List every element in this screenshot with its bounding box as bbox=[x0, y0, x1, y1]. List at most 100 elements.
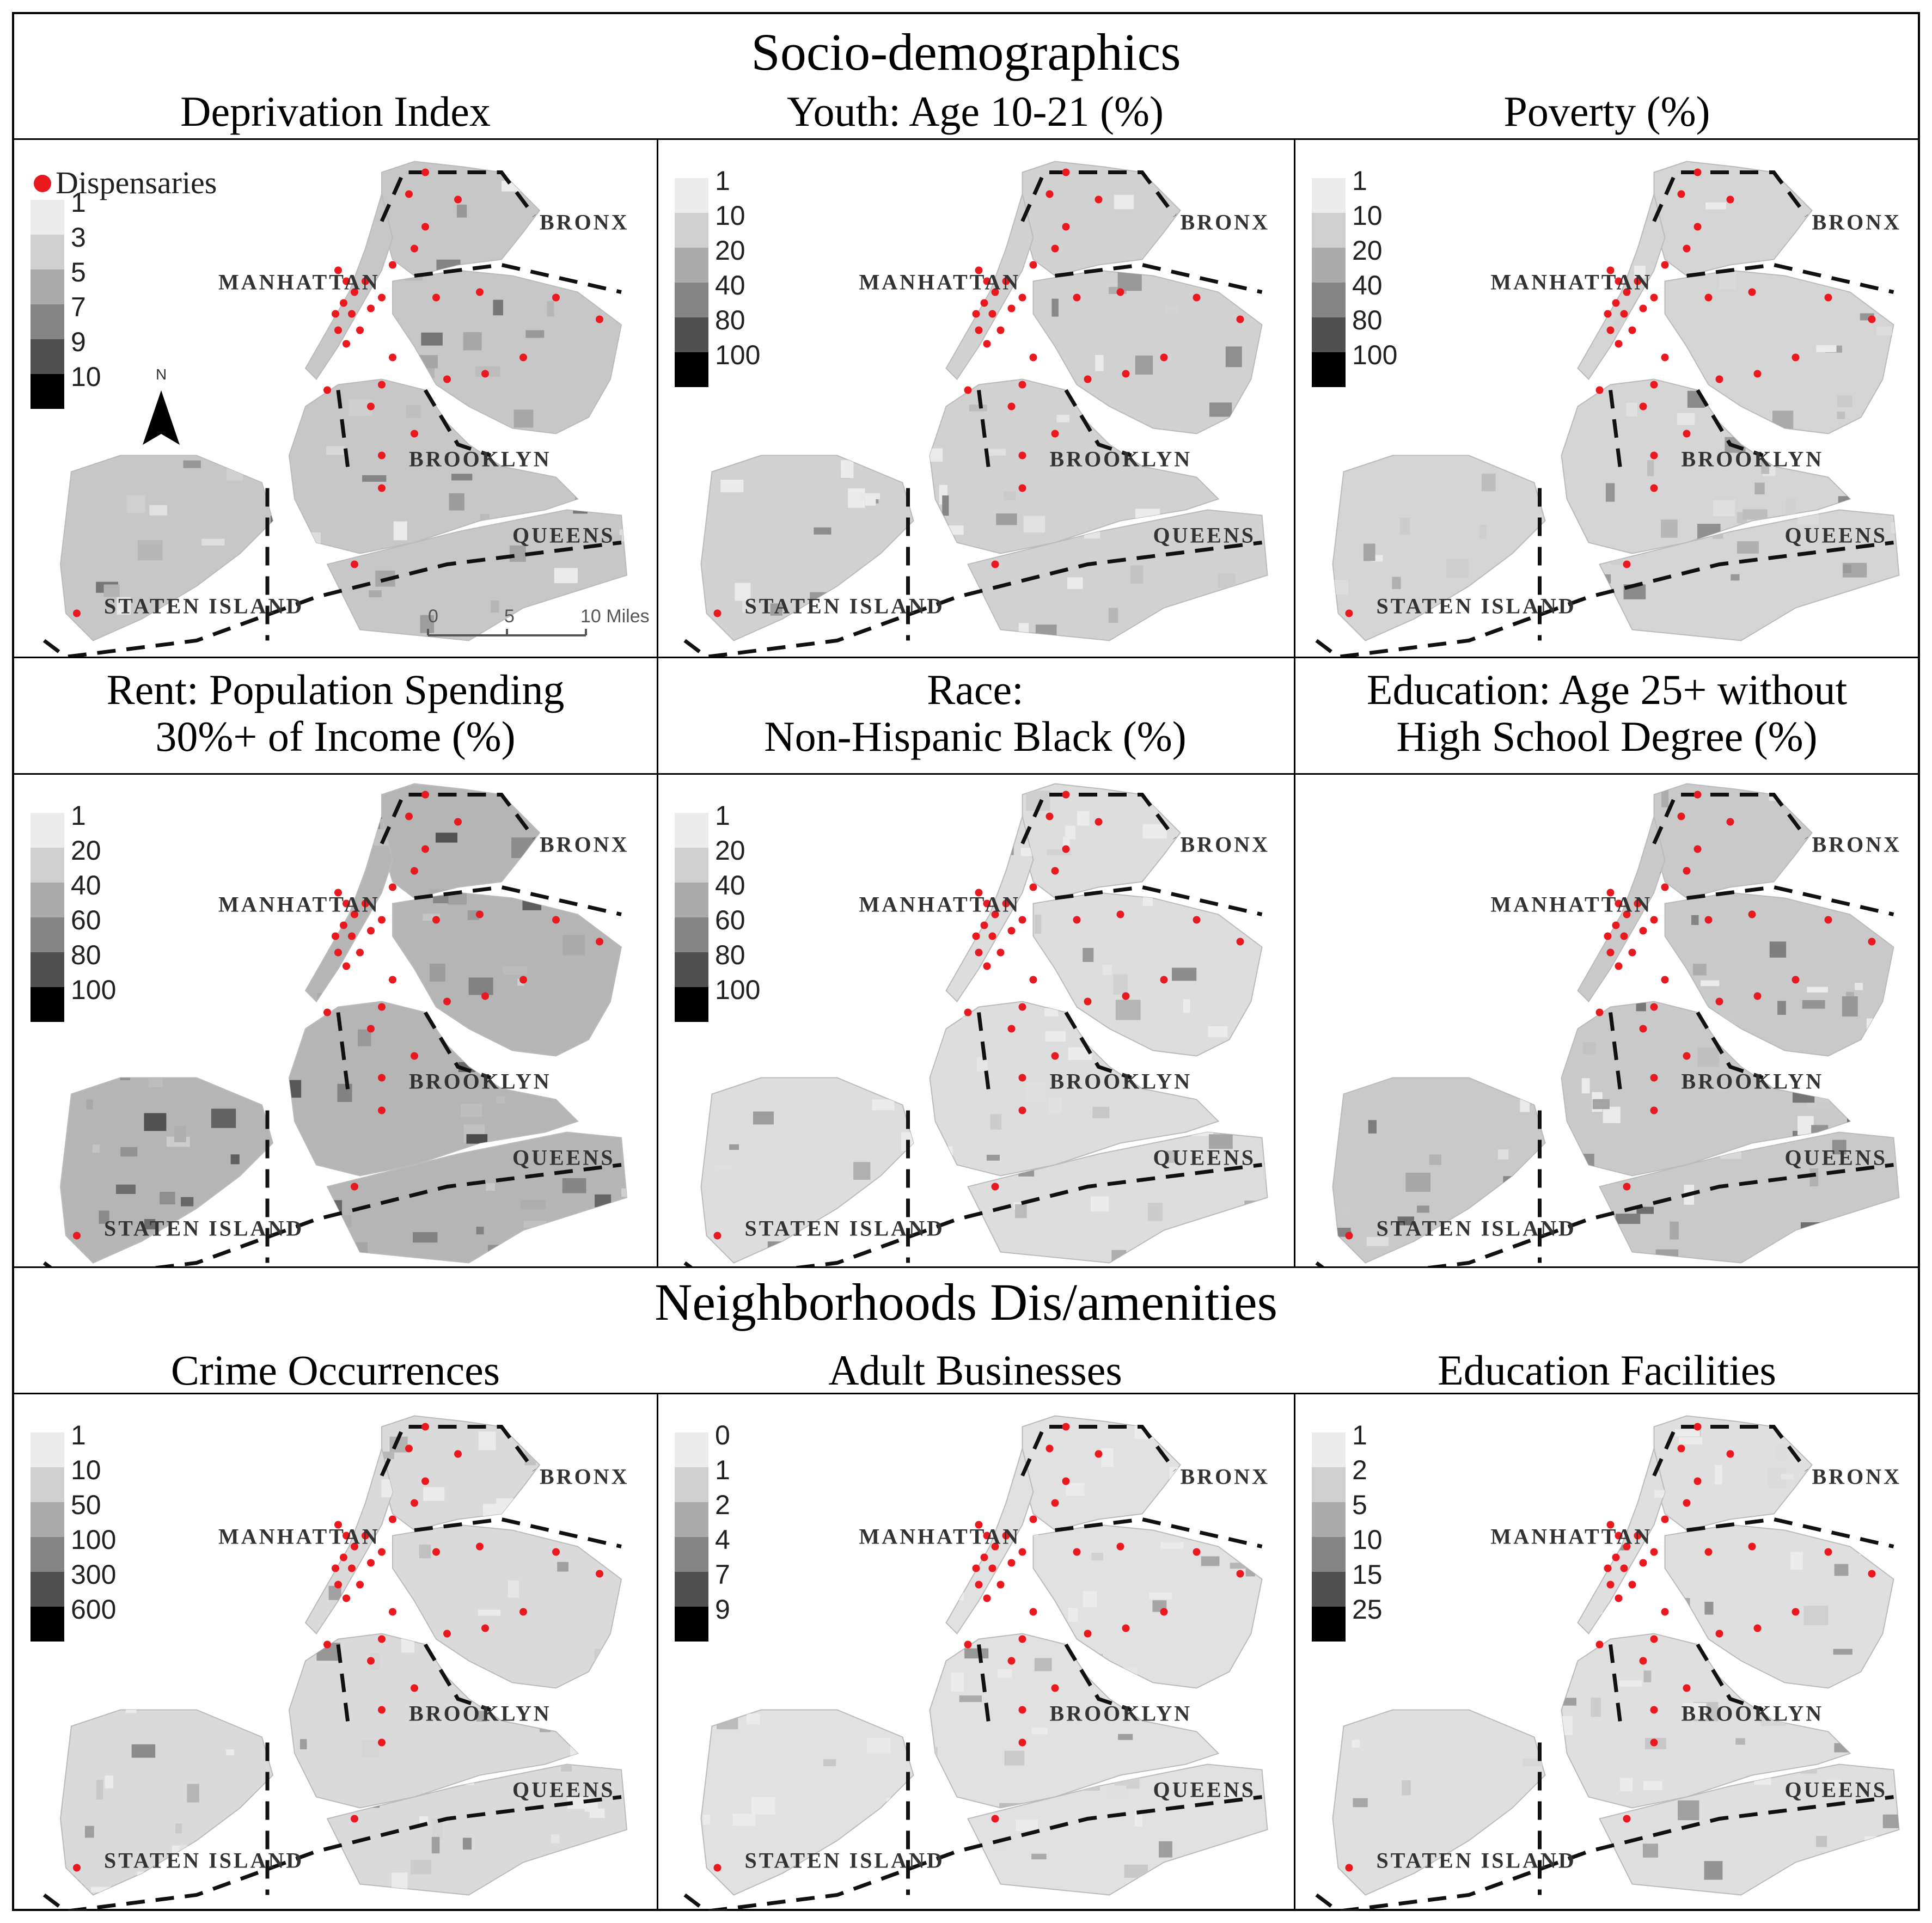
census-tract bbox=[1338, 809, 1346, 815]
census-tract bbox=[892, 221, 915, 233]
legend-swatch bbox=[30, 270, 64, 304]
census-tract bbox=[1267, 528, 1279, 547]
census-tract bbox=[1536, 1075, 1552, 1086]
census-tract bbox=[909, 244, 932, 259]
census-tract bbox=[620, 1602, 631, 1609]
legend-swatch bbox=[30, 374, 64, 409]
census-tract bbox=[1380, 164, 1402, 176]
census-tract bbox=[1276, 203, 1283, 210]
census-tract bbox=[1728, 410, 1745, 417]
census-tract bbox=[235, 996, 253, 1001]
census-tract bbox=[985, 803, 1008, 819]
census-tract bbox=[1655, 1249, 1679, 1263]
census-tract bbox=[1629, 855, 1637, 868]
census-tract bbox=[895, 789, 919, 800]
dispensary-point bbox=[1051, 430, 1059, 438]
census-tract bbox=[1677, 413, 1695, 425]
census-tract bbox=[795, 209, 803, 221]
census-tract bbox=[1531, 1460, 1539, 1475]
census-tract bbox=[626, 1218, 649, 1239]
census-tract bbox=[1556, 922, 1577, 930]
dispensary-point bbox=[972, 932, 980, 940]
census-tract bbox=[806, 1426, 827, 1436]
census-tract bbox=[834, 1489, 843, 1503]
divider bbox=[657, 138, 658, 1266]
census-tract bbox=[271, 1583, 293, 1604]
census-tract bbox=[1798, 1116, 1814, 1135]
census-tract bbox=[204, 1582, 222, 1592]
census-tract bbox=[1737, 541, 1759, 554]
census-tract bbox=[729, 1553, 750, 1569]
census-tract bbox=[1691, 915, 1699, 925]
census-tract bbox=[1849, 242, 1863, 263]
census-tract bbox=[181, 1197, 194, 1207]
census-tract bbox=[1563, 314, 1583, 323]
census-tract bbox=[1558, 238, 1575, 247]
census-tract bbox=[1442, 1038, 1452, 1050]
census-tract bbox=[1383, 230, 1403, 243]
census-tract bbox=[1262, 1419, 1278, 1429]
census-tract bbox=[853, 931, 877, 948]
census-tract bbox=[842, 1427, 860, 1439]
census-tract bbox=[1483, 324, 1504, 337]
census-tract bbox=[1563, 848, 1580, 866]
census-tract bbox=[953, 1572, 963, 1589]
census-tract bbox=[561, 1764, 572, 1772]
census-tract bbox=[59, 634, 77, 643]
census-tract bbox=[1816, 345, 1837, 352]
census-tract bbox=[91, 401, 114, 418]
census-tract bbox=[1670, 1221, 1679, 1240]
census-tract bbox=[248, 915, 271, 931]
census-tract bbox=[797, 245, 808, 259]
borough-queens bbox=[1032, 892, 1263, 1057]
census-tract bbox=[1128, 422, 1135, 440]
census-tract bbox=[937, 1489, 949, 1499]
census-tract bbox=[1886, 197, 1903, 210]
census-tract bbox=[362, 1740, 380, 1757]
census-tract bbox=[386, 341, 393, 354]
census-tract bbox=[902, 430, 916, 439]
census-tract bbox=[1530, 304, 1547, 320]
dispensary-point bbox=[991, 288, 999, 296]
census-tract bbox=[902, 373, 922, 387]
legend-label: 20 bbox=[71, 835, 101, 866]
census-tract bbox=[731, 368, 752, 384]
census-tract bbox=[203, 1265, 216, 1266]
census-tract bbox=[780, 240, 794, 247]
census-tract bbox=[476, 1711, 487, 1722]
census-tract bbox=[751, 1561, 772, 1569]
dispensary-point bbox=[73, 1864, 81, 1872]
dispensary-point bbox=[443, 1630, 451, 1638]
dispensary-point bbox=[1073, 1548, 1081, 1556]
dispensary-point bbox=[1693, 223, 1702, 231]
census-tract bbox=[1529, 463, 1543, 481]
census-tract bbox=[207, 1504, 218, 1522]
census-tract bbox=[1446, 1034, 1467, 1046]
census-tract bbox=[222, 339, 237, 354]
census-tract bbox=[635, 1715, 655, 1732]
census-tract bbox=[1802, 1000, 1825, 1009]
census-tract bbox=[781, 1030, 801, 1043]
census-tract bbox=[805, 946, 821, 952]
census-tract bbox=[1777, 1001, 1786, 1015]
census-tract bbox=[1411, 323, 1434, 344]
census-tract bbox=[890, 419, 898, 431]
borough-southq bbox=[326, 1763, 628, 1896]
census-tract bbox=[1541, 1099, 1558, 1116]
census-tract bbox=[899, 867, 906, 879]
census-tract bbox=[1276, 391, 1288, 412]
census-tract bbox=[816, 922, 834, 934]
census-tract bbox=[1700, 980, 1720, 987]
census-tract bbox=[880, 1065, 892, 1074]
census-tract bbox=[1203, 637, 1227, 645]
census-tract bbox=[788, 1683, 802, 1693]
census-tract bbox=[1263, 1144, 1282, 1153]
census-tract bbox=[297, 1807, 320, 1824]
census-tract bbox=[1142, 824, 1167, 839]
census-tract bbox=[856, 245, 879, 255]
dispensary-point bbox=[991, 1815, 999, 1823]
census-tract bbox=[1200, 258, 1219, 268]
dispensary-point bbox=[1002, 899, 1010, 908]
census-tract bbox=[630, 1057, 639, 1076]
census-tract bbox=[1324, 1026, 1336, 1038]
